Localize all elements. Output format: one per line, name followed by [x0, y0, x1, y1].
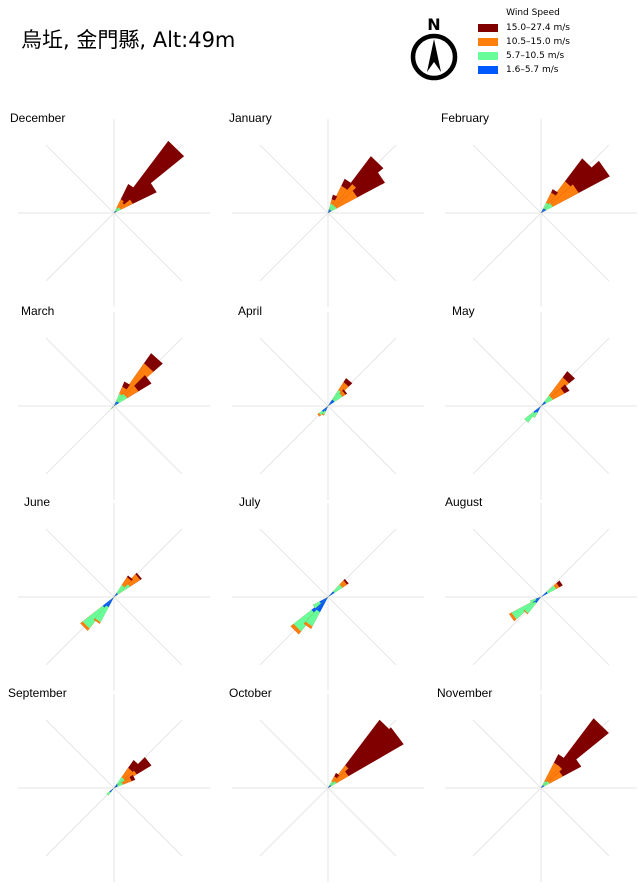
- month-label: August: [445, 495, 483, 509]
- petal-segment: [328, 785, 331, 788]
- legend-item: 1.6–5.7 m/s: [478, 63, 588, 77]
- petal-segment: [114, 211, 117, 213]
- petal-segment: [535, 406, 541, 413]
- legend-label: 1.6–5.7 m/s: [506, 65, 559, 75]
- petal-segment: [541, 785, 545, 788]
- month-label: December: [10, 111, 65, 125]
- legend-label: 10.5–15.0 m/s: [506, 37, 570, 47]
- petal-segment: [114, 583, 130, 597]
- chart-title: 烏坵, 金門縣, Alt:49m: [21, 28, 236, 52]
- petal-segment: [322, 406, 328, 412]
- petal-segment: [541, 208, 546, 213]
- month-label: October: [229, 686, 272, 700]
- month-label: January: [229, 111, 272, 125]
- petal-segment: [316, 597, 328, 613]
- petal-segment: [541, 402, 546, 406]
- legend-swatch: [478, 38, 498, 46]
- petal-segment: [328, 210, 331, 213]
- windrose-panel: November: [437, 686, 637, 882]
- petal-segment: [114, 140, 185, 213]
- petal-segment: [324, 406, 328, 412]
- legend-swatch: [478, 52, 498, 60]
- month-label: February: [441, 111, 489, 125]
- windrose-panel: June: [18, 495, 210, 691]
- legend-item: 15.0–27.4 m/s: [478, 21, 588, 35]
- month-label: May: [452, 304, 475, 318]
- petal-segment: [535, 597, 541, 600]
- windrose-panel: July: [232, 495, 424, 691]
- petal-segment: [328, 785, 330, 788]
- petal-segment: [535, 597, 541, 603]
- petal-segment: [541, 208, 545, 213]
- petal-segment: [114, 401, 119, 406]
- petal-segment: [328, 399, 334, 406]
- windrose-panel: October: [229, 686, 424, 882]
- windrose-panel: February: [441, 111, 637, 307]
- petal-segment: [112, 406, 114, 408]
- petal-segment: [319, 597, 328, 604]
- petal-segment: [114, 402, 119, 406]
- legend-swatch: [478, 66, 498, 74]
- petal-segment: [114, 785, 118, 788]
- windrose-panel: December: [10, 111, 210, 307]
- petal-segment: [102, 597, 114, 609]
- month-label: September: [8, 686, 67, 700]
- windrose-panel: May: [445, 304, 637, 500]
- month-label: July: [239, 495, 260, 509]
- month-label: November: [437, 686, 492, 700]
- legend-label: 5.7–10.5 m/s: [506, 51, 565, 61]
- petal-segment: [114, 211, 116, 213]
- petal-segment: [106, 597, 114, 608]
- petal-segment: [311, 597, 328, 614]
- legend-swatch: [478, 24, 498, 32]
- month-label: April: [238, 304, 262, 318]
- month-label: June: [24, 495, 50, 509]
- petal-segment: [328, 591, 335, 597]
- petal-segment: [541, 785, 544, 788]
- windrose-panel: September: [8, 686, 210, 882]
- windrose-panel: April: [232, 304, 424, 500]
- petal-segment: [109, 788, 114, 793]
- petal-segment: [541, 785, 543, 788]
- legend-item: 10.5–15.0 m/s: [478, 35, 588, 49]
- petal-segment: [328, 182, 358, 213]
- petal-segment: [328, 400, 335, 406]
- petal-segment: [328, 727, 404, 788]
- windrose-panel: March: [18, 304, 210, 500]
- petal-segment: [114, 784, 118, 788]
- petal-segment: [114, 210, 117, 213]
- north-label: N: [427, 15, 440, 34]
- legend-title: Wind Speed: [506, 8, 560, 18]
- petal-segment: [328, 785, 332, 788]
- petal-segment: [541, 762, 560, 788]
- north-arrow-icon: N: [408, 14, 460, 84]
- petal-segment: [114, 593, 118, 597]
- petal-segment: [328, 209, 330, 213]
- petal-segment: [328, 209, 331, 213]
- windrose-panel: January: [229, 111, 424, 307]
- petal-segment: [541, 401, 546, 406]
- legend-label: 15.0–27.4 m/s: [506, 23, 570, 33]
- legend: Wind Speed 15.0–27.4 m/s 10.5–15.0 m/s 5…: [478, 8, 588, 77]
- petal-segment: [114, 593, 118, 597]
- month-label: March: [21, 304, 54, 318]
- petal-segment: [114, 401, 117, 406]
- petal-segment: [532, 597, 541, 604]
- petal-segment: [541, 209, 546, 213]
- petal-segment: [541, 591, 548, 597]
- petal-segment: [328, 210, 332, 213]
- petal-segment: [114, 784, 119, 788]
- legend-item: 5.7–10.5 m/s: [478, 49, 588, 63]
- petal-segment: [533, 406, 541, 414]
- windrose-panel: August: [445, 495, 637, 691]
